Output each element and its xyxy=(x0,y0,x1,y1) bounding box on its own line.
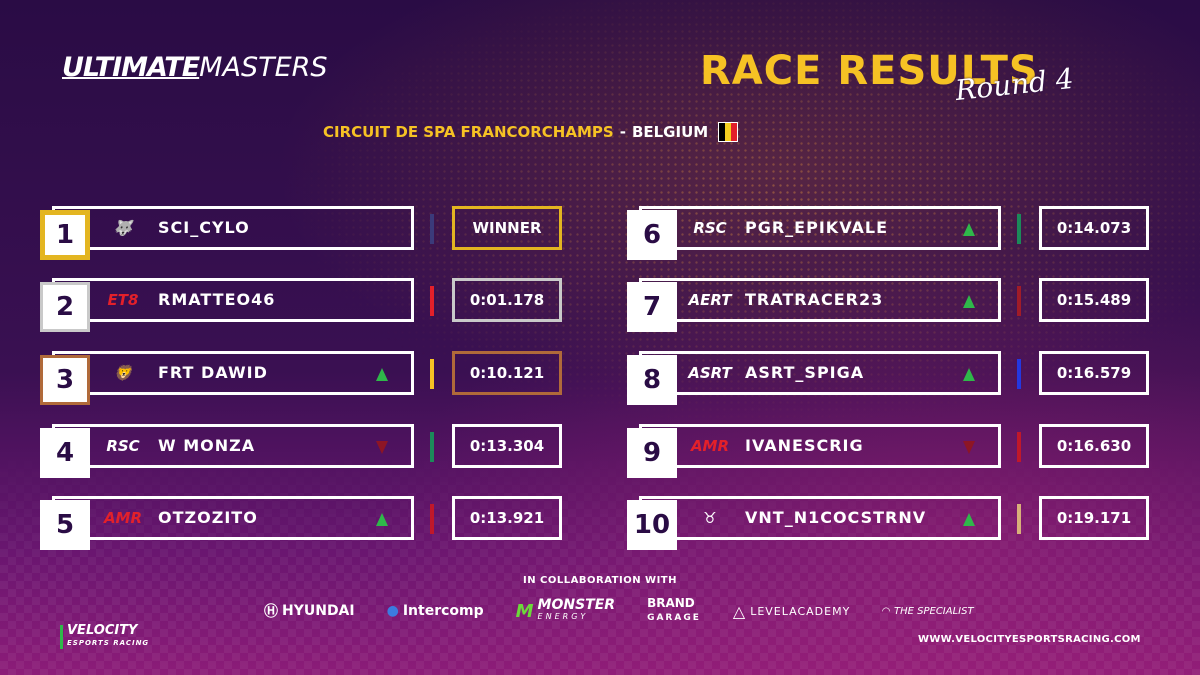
arrow-up-icon xyxy=(963,513,975,526)
specialist-car-icon: ◠ xyxy=(882,605,890,617)
driver-name: RMATTEO46 xyxy=(158,290,276,309)
time-gap: 0:13.921 xyxy=(452,496,562,540)
position-number: 9 xyxy=(627,428,677,478)
team-logo-icon: AMR xyxy=(103,509,143,527)
sponsor-hyundai: Ⓗ HYUNDAI xyxy=(264,603,355,620)
team-color-bar xyxy=(1017,286,1021,316)
venue-separator: - xyxy=(619,123,626,141)
driver-name: TRATRACER23 xyxy=(745,290,884,309)
result-row: 10 ♉ VNT_N1COCSTRNV 0:19.171 xyxy=(627,496,1167,556)
result-row: 5 AMR OTZOZITO 0:13.921 xyxy=(40,496,580,556)
sponsor-monster: M MONSTER ENERGY xyxy=(515,597,616,622)
time-gap: 0:16.630 xyxy=(1039,424,1149,468)
page-title: RACE RESULTS xyxy=(700,48,1039,94)
time-gap: 0:01.178 xyxy=(452,278,562,322)
position-number: 3 xyxy=(40,355,90,405)
team-logo-icon: ♉ xyxy=(703,509,717,527)
time-gap: 0:15.489 xyxy=(1039,278,1149,322)
team-color-bar xyxy=(1017,214,1021,244)
position-number: 5 xyxy=(40,500,90,550)
venue-line: CIRCUIT DE SPA FRANCORCHAMPS - BELGIUM xyxy=(323,122,739,142)
result-row: 4 RSC W MONZA 0:13.304 xyxy=(40,424,580,484)
team-logo-icon: 🐺 xyxy=(113,219,133,237)
team-color-bar xyxy=(1017,359,1021,389)
logo-ultimate-text: ULTIMATE xyxy=(62,52,200,83)
result-row: 6 RSC PGR_EPIKVALE 0:14.073 xyxy=(627,206,1167,266)
intercomp-icon: ● xyxy=(386,603,399,619)
team-color-bar xyxy=(1017,432,1021,462)
monster-claw-icon: M xyxy=(515,600,534,622)
team-logo-icon: ASRT xyxy=(688,364,732,382)
position-number: 7 xyxy=(627,282,677,332)
position-number: 10 xyxy=(627,500,677,550)
arrow-up-icon xyxy=(963,368,975,381)
result-row: 8 ASRT ASRT_SPIGA 0:16.579 xyxy=(627,351,1167,411)
team-color-bar xyxy=(430,432,434,462)
driver-name: PGR_EPIKVALE xyxy=(745,218,888,237)
time-gap: 0:14.073 xyxy=(1039,206,1149,250)
team-logo-icon: AMR xyxy=(690,437,730,455)
sponsor-brand-garage: BRAND GARAGE xyxy=(647,596,701,623)
team-logo-icon: ET8 xyxy=(107,291,139,309)
ultimate-masters-logo: ULTIMATEMASTERS xyxy=(62,52,328,83)
sponsor-intercomp: ● Intercomp xyxy=(386,603,484,619)
time-gap: WINNER xyxy=(452,206,562,250)
position-number: 8 xyxy=(627,355,677,405)
arrow-up-icon xyxy=(376,368,388,381)
logo-masters-text: MASTERS xyxy=(199,52,328,83)
driver-name: SCI_CYLO xyxy=(158,218,250,237)
hyundai-icon: Ⓗ xyxy=(264,604,278,620)
belgium-flag-icon xyxy=(718,122,739,142)
team-logo-icon: 🦁 xyxy=(113,364,133,382)
team-logo-icon: RSC xyxy=(106,437,140,455)
collaboration-label: IN COLLABORATION WITH xyxy=(522,575,677,586)
country-name: BELGIUM xyxy=(631,123,709,141)
position-number: 6 xyxy=(627,210,677,260)
level-academy-icon: △ xyxy=(732,601,747,621)
sponsor-level-academy: △ LEVELACADEMY xyxy=(732,601,851,621)
arrow-down-icon xyxy=(376,441,388,454)
position-number: 4 xyxy=(40,428,90,478)
driver-name: W MONZA xyxy=(158,436,256,455)
arrow-down-icon xyxy=(963,441,975,454)
driver-name: OTZOZITO xyxy=(158,508,258,527)
driver-name: FRT DAWID xyxy=(158,363,268,382)
team-logo-icon: AERT xyxy=(688,291,732,309)
team-color-bar xyxy=(430,214,434,244)
track-name: CIRCUIT DE SPA FRANCORCHAMPS xyxy=(323,123,614,141)
team-logo-icon: RSC xyxy=(693,219,727,237)
website-url: WWW.VELOCITYESPORTSRACING.COM xyxy=(918,634,1141,645)
arrow-up-icon xyxy=(963,223,975,236)
team-color-bar xyxy=(430,359,434,389)
team-color-bar xyxy=(430,286,434,316)
arrow-up-icon xyxy=(963,295,975,308)
result-row: 7 AERT TRATRACER23 0:15.489 xyxy=(627,278,1167,338)
driver-name: VNT_N1COCSTRNV xyxy=(745,508,927,527)
driver-name: ASRT_SPIGA xyxy=(745,363,865,382)
velocity-esports-logo: VELOCITY ESPORTS RACING xyxy=(60,624,149,649)
position-number: 2 xyxy=(40,282,90,332)
result-row: 3 🦁 FRT DAWID 0:10.121 xyxy=(40,351,580,411)
team-color-bar xyxy=(1017,504,1021,534)
team-color-bar xyxy=(430,504,434,534)
time-gap: 0:16.579 xyxy=(1039,351,1149,395)
time-gap: 0:13.304 xyxy=(452,424,562,468)
time-gap: 0:10.121 xyxy=(452,351,562,395)
result-row: 2 ET8 RMATTEO46 0:01.178 xyxy=(40,278,580,338)
position-number: 1 xyxy=(40,210,90,260)
driver-name: IVANESCRIG xyxy=(745,436,864,455)
result-row: 9 AMR IVANESCRIG 0:16.630 xyxy=(627,424,1167,484)
arrow-up-icon xyxy=(376,513,388,526)
sponsor-the-specialist: ◠ THE SPECIALIST xyxy=(882,605,974,617)
result-row: 1 🐺 SCI_CYLO WINNER xyxy=(40,206,580,266)
sponsor-strip: Ⓗ HYUNDAI ● Intercomp M MONSTER ENERGY BRA… xyxy=(264,596,974,624)
time-gap: 0:19.171 xyxy=(1039,496,1149,540)
